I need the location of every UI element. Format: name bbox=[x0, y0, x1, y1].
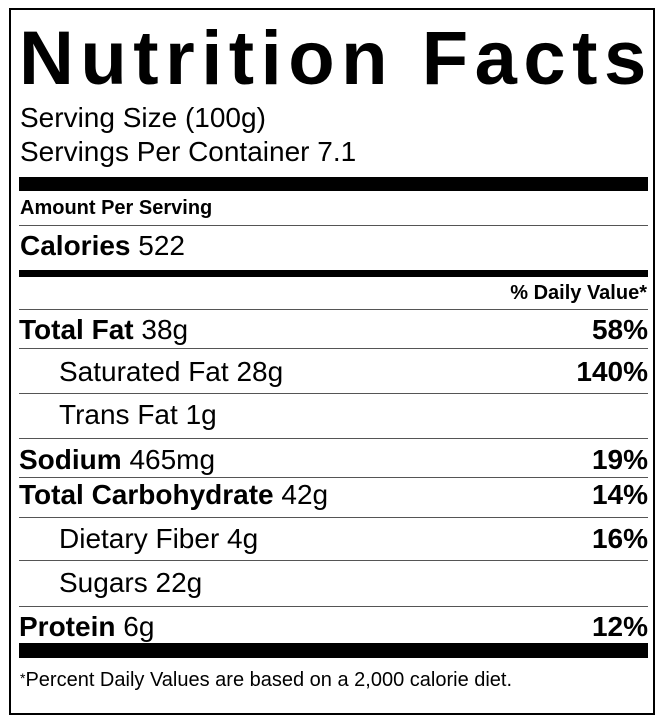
servings-per-container: Servings Per Container 7.1 bbox=[20, 136, 357, 167]
nutrient-dv: 58% bbox=[591, 314, 648, 345]
footnote-text: Percent Daily Values are based on a 2,00… bbox=[25, 669, 513, 691]
nutrient-amount: 4g bbox=[227, 523, 259, 554]
nutrient-row-trans-fat: Trans Fat 1g bbox=[19, 398, 648, 432]
serving-size: Serving Size (100g) bbox=[20, 102, 266, 133]
divider bbox=[19, 393, 648, 394]
nutrient-amount: 6g bbox=[123, 611, 155, 642]
thick-divider bbox=[19, 643, 648, 658]
divider bbox=[19, 309, 648, 310]
nutrient-label: Total Carbohydrate bbox=[19, 479, 274, 510]
nutrient-label: Saturated Fat bbox=[59, 356, 229, 387]
nutrient-dv: 12% bbox=[591, 611, 648, 642]
divider bbox=[19, 517, 648, 518]
divider bbox=[19, 438, 648, 439]
nutrient-row-sugars: Sugars 22g bbox=[19, 566, 648, 600]
divider bbox=[19, 348, 648, 349]
divider bbox=[19, 560, 648, 561]
nutrient-amount: 28g bbox=[236, 356, 284, 387]
footnote-mark: * bbox=[20, 670, 26, 686]
divider bbox=[19, 477, 648, 478]
divider bbox=[19, 225, 648, 226]
label-border bbox=[9, 8, 655, 715]
footnote: *Percent Daily Values are based on a 2,0… bbox=[20, 666, 512, 692]
nutrient-row-total-fat: Total Fat 38g 58% bbox=[19, 313, 648, 347]
nutrient-amount: 22g bbox=[155, 567, 203, 598]
nutrient-dv: 140% bbox=[576, 356, 648, 387]
nutrient-label: Protein bbox=[19, 611, 116, 642]
medium-divider bbox=[19, 270, 648, 277]
divider bbox=[19, 606, 648, 607]
nutrient-label: Total Fat bbox=[19, 314, 134, 345]
daily-value-header: % Daily Value* bbox=[510, 282, 647, 304]
nutrient-dv: 19% bbox=[591, 444, 648, 475]
calories-label: Calories bbox=[20, 230, 131, 261]
nutrient-amount: 38g bbox=[141, 314, 189, 345]
nutrient-label: Dietary Fiber bbox=[59, 523, 220, 554]
nutrient-amount: 465mg bbox=[129, 444, 216, 475]
thick-divider bbox=[19, 177, 648, 191]
nutrient-row-sodium: Sodium 465mg 19% bbox=[19, 443, 648, 477]
calories-row: Calories 522 bbox=[20, 228, 185, 264]
calories-value: 522 bbox=[138, 230, 185, 261]
nutrient-row-dietary-fiber: Dietary Fiber 4g 16% bbox=[19, 522, 648, 556]
nutrient-label: Sodium bbox=[19, 444, 122, 475]
nutrient-label: Trans Fat bbox=[59, 399, 178, 430]
nutrient-row-protein: Protein 6g 12% bbox=[19, 610, 648, 644]
nutrient-amount: 1g bbox=[185, 399, 217, 430]
label-title: Nutrition Facts bbox=[19, 16, 653, 101]
nutrient-dv: 14% bbox=[591, 479, 648, 510]
nutrient-amount: 42g bbox=[281, 479, 329, 510]
nutrient-dv: 16% bbox=[591, 523, 648, 554]
nutrient-row-saturated-fat: Saturated Fat 28g 140% bbox=[19, 355, 648, 389]
nutrient-row-total-carbohydrate: Total Carbohydrate 42g 14% bbox=[19, 478, 648, 512]
amount-per-serving: Amount Per Serving bbox=[20, 197, 213, 219]
nutrient-label: Sugars bbox=[59, 567, 148, 598]
